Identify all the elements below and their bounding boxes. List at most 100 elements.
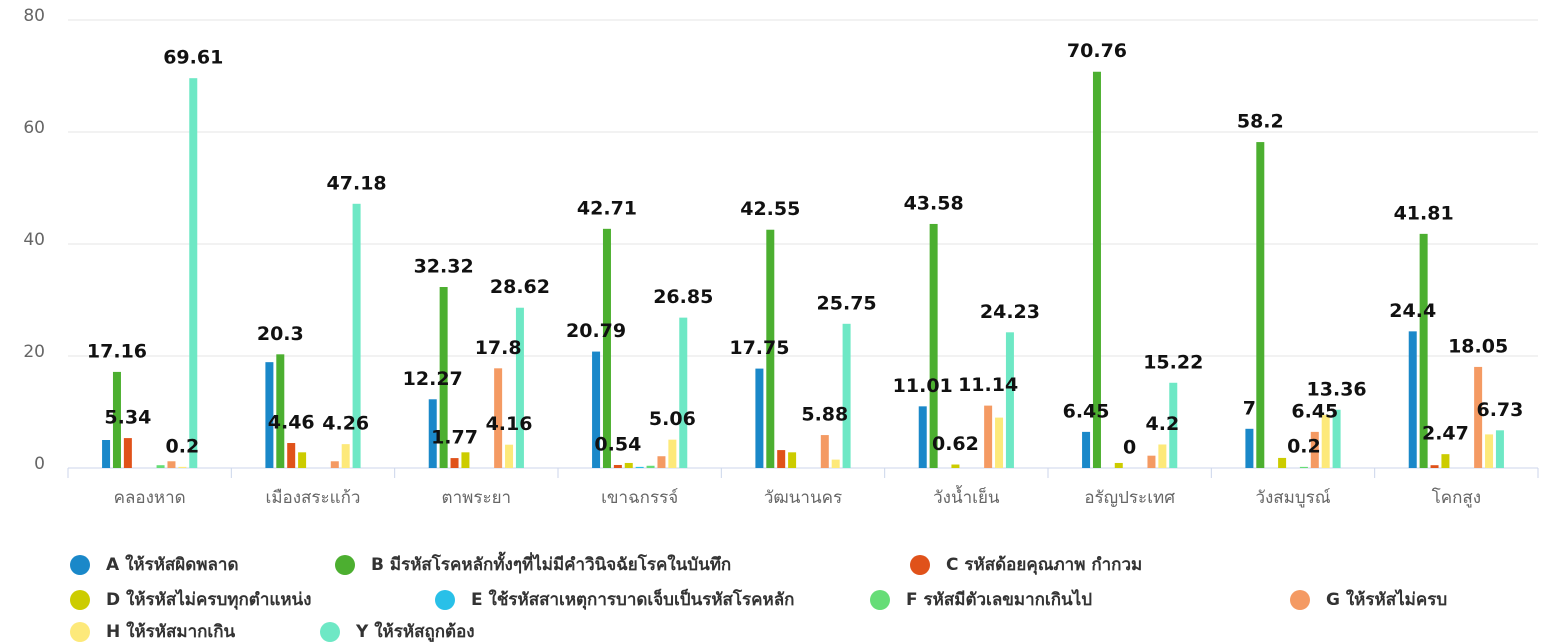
legend-label: H ให้รหัสมากเกิน: [106, 621, 236, 642]
bar: [461, 452, 470, 468]
bar: [156, 465, 165, 468]
bar: [635, 466, 644, 468]
bar: [842, 323, 851, 468]
bar: [951, 464, 960, 468]
bar: [1158, 444, 1167, 468]
data-label: 18.05: [1448, 335, 1508, 357]
data-label: 0: [1123, 437, 1136, 459]
data-label: 5.34: [104, 407, 151, 429]
data-label: 28.62: [490, 276, 550, 298]
bar: [298, 452, 307, 468]
data-label: 32.32: [414, 256, 474, 278]
data-label: 0.2: [166, 435, 200, 457]
data-label: 6.45: [1063, 400, 1110, 422]
legend-marker: [70, 622, 90, 642]
x-tick-label: วังน้ำเย็น: [933, 485, 1000, 508]
bar: [123, 438, 132, 468]
legend-label: A ให้รหัสผิดพลาด: [106, 554, 239, 575]
bar: [820, 435, 829, 468]
bar: [276, 354, 285, 468]
bar: [1092, 71, 1101, 468]
data-label: 0.2: [1287, 435, 1321, 457]
bar: [1299, 466, 1308, 468]
legend-label: C รหัสด้อยคุณภาพ กำกวม: [946, 555, 1142, 575]
bar: [668, 439, 677, 468]
bar: [102, 440, 111, 468]
bar: [788, 452, 797, 468]
legend-label: Y ให้รหัสถูกต้อง: [355, 621, 475, 643]
bar: [1419, 233, 1428, 468]
bar: [624, 462, 633, 468]
data-label: 20.3: [257, 323, 304, 345]
x-tick-label: วัฒนานคร: [764, 488, 842, 508]
data-label: 20.79: [566, 320, 626, 342]
legend-label: D ให้รหัสไม่ครบทุกตำแหน่ง: [106, 589, 311, 610]
bar: [657, 456, 666, 468]
data-label: 4.16: [486, 413, 533, 435]
bar: [995, 417, 1004, 468]
data-label: 41.81: [1394, 202, 1454, 224]
bar: [602, 228, 611, 468]
bar: [450, 458, 459, 468]
legend-marker: [870, 590, 890, 610]
legend-marker: [435, 590, 455, 610]
data-label: 2.47: [1422, 423, 1469, 445]
legend-marker: [335, 555, 355, 575]
legend-label: E ใช้รหัสสาเหตุการบาดเจ็บเป็นรหัสโรคหลัก: [471, 587, 794, 610]
data-label: 11.14: [958, 374, 1018, 396]
x-tick-label: เขาฉกรรจ์: [601, 488, 678, 508]
x-tick-label: คลองหาด: [114, 488, 186, 508]
bar: [1495, 430, 1504, 468]
data-label: 13.36: [1307, 378, 1367, 400]
data-label: 0.62: [932, 433, 979, 455]
data-label: 24.23: [980, 301, 1040, 323]
bar: [112, 371, 121, 468]
bar: [428, 399, 437, 468]
data-label: 7: [1243, 397, 1256, 419]
bar: [330, 461, 339, 468]
data-label: 43.58: [904, 192, 964, 214]
data-label: 70.76: [1067, 40, 1127, 62]
data-label: 24.4: [1389, 300, 1436, 322]
data-label: 42.55: [740, 198, 800, 220]
bar: [777, 450, 786, 468]
data-label: 58.2: [1237, 111, 1284, 133]
bar: [178, 466, 187, 468]
data-label: 4.46: [268, 412, 315, 434]
bar: [1430, 465, 1439, 468]
data-label: 17.8: [475, 337, 522, 359]
legend-label: G ให้รหัสไม่ครบ: [1326, 589, 1447, 610]
bar: [515, 307, 524, 468]
bar: [494, 368, 503, 468]
data-label: 11.01: [893, 375, 953, 397]
x-tick-label: เมืองสระแก้ว: [266, 488, 361, 508]
bar: [439, 287, 448, 468]
bar: [613, 464, 622, 468]
data-label: 12.27: [403, 368, 463, 390]
data-label: 26.85: [653, 286, 713, 308]
bar: [1278, 457, 1287, 468]
bar: [1147, 455, 1156, 468]
bar: [1005, 332, 1014, 468]
data-label: 42.71: [577, 197, 637, 219]
bar: [755, 368, 764, 468]
y-tick-label: 80: [23, 6, 45, 26]
data-label: 15.22: [1143, 351, 1203, 373]
bar: [1082, 431, 1091, 468]
legend-label: B มีรหัสโรคหลักทั้งๆที่ไม่มีคำวินิจฉัยโร…: [371, 551, 731, 575]
y-tick-label: 0: [34, 454, 45, 474]
data-label: 0.54: [594, 433, 641, 455]
bar: [265, 362, 274, 468]
bar: [287, 443, 296, 468]
bar: [766, 229, 775, 468]
legend-marker: [910, 555, 930, 575]
x-tick-label: ตาพระยา: [442, 488, 512, 508]
legend-marker: [1290, 590, 1310, 610]
bar: [1408, 331, 1417, 468]
y-tick-label: 60: [23, 118, 45, 138]
bar: [918, 406, 927, 468]
data-label: 25.75: [817, 292, 877, 314]
data-label: 17.16: [87, 340, 147, 362]
y-tick-label: 20: [23, 342, 45, 362]
